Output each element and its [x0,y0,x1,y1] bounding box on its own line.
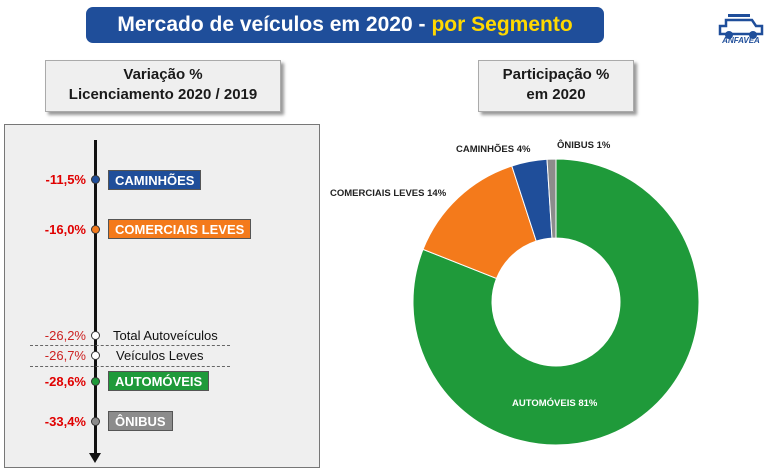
label-caminhoes: CAMINHÕES [108,170,202,190]
variation-box-line1: Variação % [123,66,203,83]
slice-automoveis [412,158,700,446]
label-onibus: ÔNIBUS [108,411,173,431]
dot-veiculos-leves [91,351,100,360]
dot-total-autoveiculos [91,331,100,340]
slice-label-onibus: ÔNIBUS 1% [557,140,611,151]
variation-axis [94,140,97,458]
pct-onibus: -33,4% [44,414,86,429]
title-highlight: por Segmento [431,13,573,36]
slice-onibus [546,158,557,239]
axis-arrow-icon [89,453,101,463]
variation-box-line2: Licenciamento 2020 / 2019 [68,86,258,103]
divider-leves [30,366,230,367]
anfavea-logo-icon [718,14,764,39]
share-box: Participação % em 2020 [478,60,634,112]
pct-veiculos-leves: -26,7% [44,348,86,363]
label-comerciais-leves: COMERCIAIS LEVES [108,219,252,239]
label-automoveis: AUTOMÓVEIS [108,371,210,391]
pct-automoveis: -28,6% [44,374,86,389]
pct-caminhoes: -11,5% [45,172,86,187]
logo-text: ANFAVEA [722,36,760,45]
label-veiculos-leves: Veículos Leves [116,348,204,363]
title-main: Mercado de veículos em 2020 - [117,13,426,36]
dot-onibus [91,417,100,426]
share-box-line2: em 2020 [526,86,586,103]
slice-label-caminhoes: CAMINHÕES 4% [456,144,531,155]
dot-comerciais-leves [91,225,100,234]
slice-label-automoveis: AUTOMÓVEIS 81% [512,398,598,409]
slice-label-comerciais-leves: COMERCIAIS LEVES 14% [330,188,447,199]
label-total-autoveiculos: Total Autoveículos [113,328,218,343]
page-title: Mercado de veículos em 2020 - por Segmen… [86,7,604,43]
pct-comerciais-leves: -16,0% [44,222,86,237]
dot-automoveis [91,377,100,386]
share-box-line1: Participação % [502,66,610,83]
variation-box: Variação % Licenciamento 2020 / 2019 [45,60,281,112]
divider-total [30,345,230,346]
dot-caminhoes [91,175,100,184]
pct-total-autoveiculos: -26,2% [44,328,86,343]
variation-chart-panel [4,124,320,468]
